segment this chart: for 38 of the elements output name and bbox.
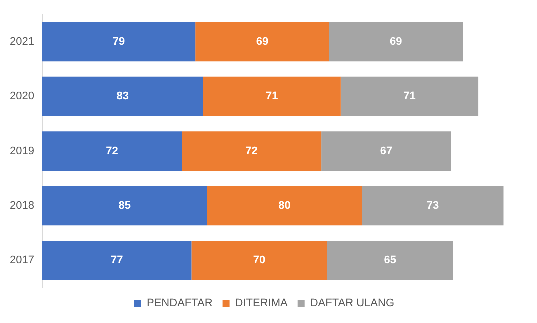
bar [329, 22, 464, 62]
data-label: 80 [278, 200, 291, 212]
data-label: 85 [118, 200, 131, 212]
data-label: 73 [426, 200, 440, 212]
bar [196, 22, 330, 62]
legend-label: DITERIMA [235, 298, 289, 310]
data-label: 67 [380, 145, 393, 158]
y-tick-label: 2018 [10, 200, 34, 212]
data-label: 70 [253, 254, 266, 267]
data-label: 72 [246, 145, 258, 158]
y-tick-label: 2020 [10, 90, 34, 103]
bar [192, 240, 328, 280]
y-tick-label: 2019 [10, 145, 34, 158]
data-label: 72 [106, 145, 118, 158]
data-label: 71 [404, 90, 416, 103]
bar [203, 76, 341, 116]
y-tick-label: 2017 [10, 254, 34, 267]
bar [42, 132, 182, 171]
bar [362, 186, 504, 226]
bar [42, 22, 196, 62]
bar [207, 186, 362, 226]
bar [322, 132, 452, 171]
bar [182, 132, 322, 171]
y-tick-label: 2021 [10, 36, 34, 48]
data-label: 65 [384, 254, 396, 267]
legend-label: PENDAFTAR [147, 298, 213, 310]
bar [42, 186, 208, 226]
data-label: 83 [116, 90, 130, 103]
data-label: 79 [112, 36, 126, 48]
bar [42, 76, 204, 116]
data-label: 69 [390, 36, 402, 48]
data-label: 77 [110, 254, 124, 267]
bar [42, 240, 192, 280]
data-label: 69 [256, 36, 269, 48]
bar [327, 240, 454, 280]
bar [340, 76, 479, 116]
legend-label: DAFTAR ULANG [310, 298, 394, 310]
data-label: 71 [266, 90, 278, 103]
